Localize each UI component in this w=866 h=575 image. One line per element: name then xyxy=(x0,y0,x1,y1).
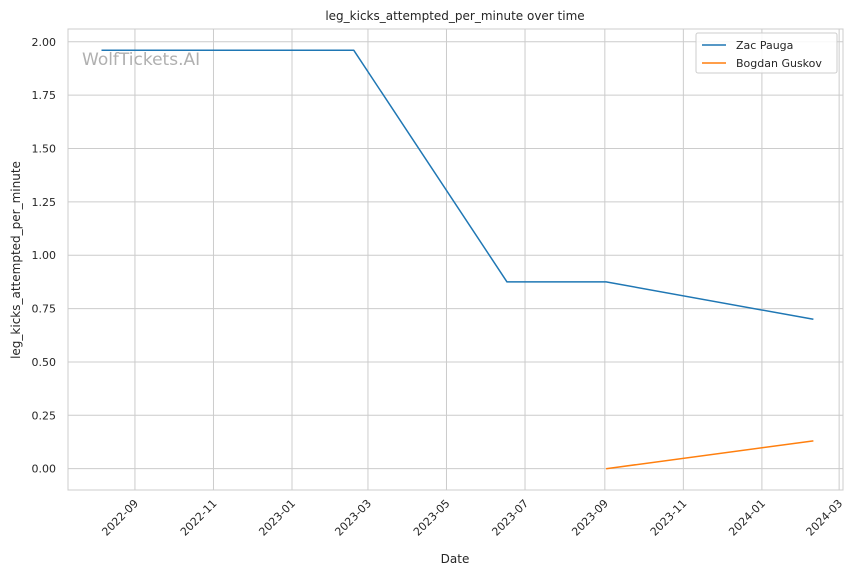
y-tick-label: 0.25 xyxy=(32,409,57,422)
y-tick-label: 0.75 xyxy=(32,303,57,316)
x-tick-label: 2023-09 xyxy=(569,497,611,539)
y-tick-label: 1.75 xyxy=(32,89,57,102)
y-tick-label: 2.00 xyxy=(32,36,57,49)
x-tick-label: 2023-11 xyxy=(648,497,690,539)
legend-label: Zac Pauga xyxy=(736,39,793,52)
y-axis-label: leg_kicks_attempted_per_minute xyxy=(9,161,23,359)
y-tick-label: 1.00 xyxy=(32,249,57,262)
y-tick-label: 0.50 xyxy=(32,356,57,369)
legend-box xyxy=(695,32,838,74)
series-line-zac-pauga xyxy=(101,49,814,321)
watermark: WolfTickets.AI xyxy=(82,50,200,70)
x-tick-label: 2022-11 xyxy=(178,497,220,539)
legend-label: Bogdan Guskov xyxy=(736,57,822,70)
x-tick-label: 2023-05 xyxy=(411,497,453,539)
x-tick-label: 2024-03 xyxy=(804,497,846,539)
x-tick-label: 2023-07 xyxy=(489,497,531,539)
x-tick-label: 2023-03 xyxy=(332,497,374,539)
legend: Zac Pauga Bogdan Guskov xyxy=(695,32,838,74)
x-tick-labels: 2022-09 2022-11 2023-01 2023-03 2023-05 2023-… xyxy=(99,497,845,539)
y-tick-label: 0.00 xyxy=(32,463,57,476)
series-line-bogdan-guskov xyxy=(606,440,814,470)
y-tick-label: 1.25 xyxy=(32,196,57,209)
y-tick-labels: 0.00 0.25 0.50 0.75 1.00 1.25 1.50 1.75 2.00 xyxy=(32,36,57,476)
x-tick-label: 2022-09 xyxy=(99,497,141,539)
x-axis-label: Date xyxy=(441,552,470,566)
series-layer xyxy=(101,49,814,470)
grid xyxy=(68,29,843,490)
x-tick-label: 2023-01 xyxy=(256,497,298,539)
plot-area xyxy=(67,28,844,491)
x-tick-label: 2024-01 xyxy=(726,497,768,539)
chart-title: leg_kicks_attempted_per_minute over time xyxy=(325,9,584,23)
y-tick-label: 1.50 xyxy=(32,143,57,156)
